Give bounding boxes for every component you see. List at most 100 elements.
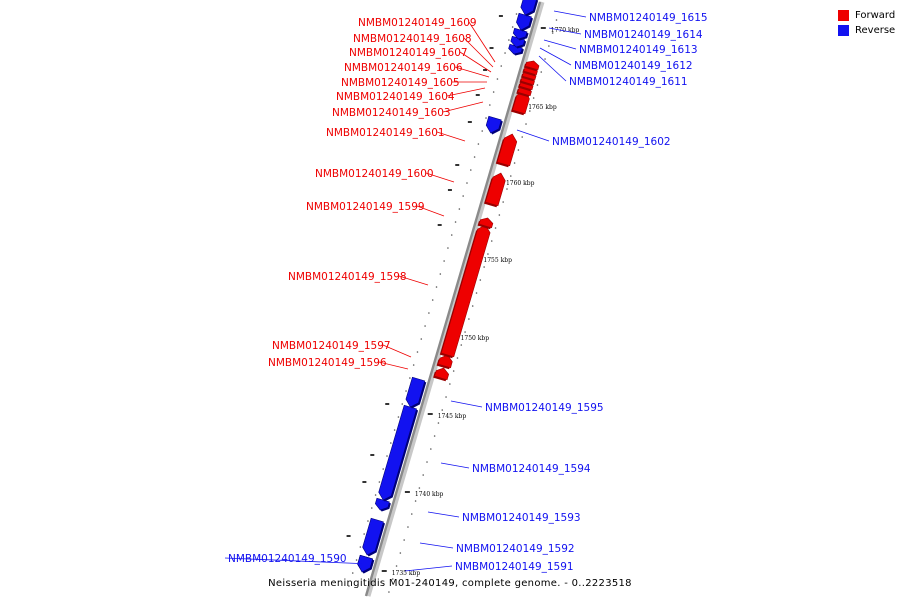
minor-tick-right (452, 370, 455, 372)
gene-leader-line (224, 557, 372, 565)
gene-label[interactable]: NMBM01240149_1604 (336, 91, 455, 103)
minor-tick-right (391, 578, 394, 580)
gene-arrow[interactable] (405, 376, 426, 408)
gene-arrow[interactable] (374, 497, 390, 511)
gene-label[interactable]: NMBM01240149_1591 (455, 561, 574, 573)
minor-tick-left (447, 247, 449, 249)
gene-label[interactable]: NMBM01240149_1603 (332, 107, 451, 119)
minor-tick-left (466, 182, 468, 184)
scale-tick-label: 1765 kbp (528, 104, 557, 111)
gene-label[interactable]: NMBM01240149_1601 (326, 127, 445, 139)
gene-label[interactable]: NMBM01240149_1602 (552, 136, 671, 148)
gene-leader-line (454, 66, 490, 78)
minor-tick-left (386, 455, 388, 457)
gene-arrow[interactable] (440, 224, 491, 358)
gene-label[interactable]: NMBM01240149_1606 (344, 62, 463, 74)
gene-leader-line (553, 10, 587, 18)
minor-tick-left (485, 117, 487, 119)
minor-tick-right (464, 331, 466, 333)
gene-arrow[interactable] (525, 60, 540, 71)
gene-leader-line (468, 21, 496, 63)
minor-tick-right (399, 552, 402, 554)
gene-label[interactable]: NMBM01240149_1593 (462, 512, 581, 524)
minor-tick-left (351, 572, 354, 574)
gene-leader-line (463, 37, 494, 68)
scale-ticks: 1735 kbp 1740 kbp 1745 kbp 1750 kbp 1755 kbp… (346, 13, 579, 593)
minor-tick-left (504, 52, 506, 54)
minor-tick-left (458, 208, 461, 210)
minor-tick-right (513, 162, 516, 164)
minor-tick-left (420, 338, 423, 340)
gene-arrow[interactable] (362, 517, 384, 556)
scale-tick-label: 1740 kbp (415, 491, 444, 498)
minor-tick-right (468, 318, 470, 320)
minor-tick-left (390, 442, 392, 444)
minor-tick-right (437, 422, 440, 424)
minor-tick-right (449, 383, 451, 385)
minor-tick-right (548, 45, 550, 47)
gene-label[interactable]: NMBM01240149_1598 (288, 271, 407, 283)
minor-tick-right (441, 409, 444, 411)
minor-tick-right (483, 266, 485, 268)
gene-label[interactable]: NMBM01240149_1592 (456, 543, 575, 555)
gene-label[interactable]: NMBM01240149_1615 (589, 12, 708, 24)
minor-tick-right (407, 526, 409, 528)
minor-tick-left (431, 299, 434, 301)
minor-tick-right (388, 591, 390, 593)
backbone-line (364, 1, 542, 597)
minor-tick-right (551, 32, 554, 34)
gene-arrow[interactable] (478, 217, 494, 229)
gene-leader-line (436, 131, 466, 142)
minor-tick-right (426, 461, 428, 463)
minor-tick-right (475, 292, 478, 294)
genome-caption: Neisseria meningitidis M01-240149, compl… (268, 578, 632, 589)
gene-label[interactable]: NMBM01240149_1614 (584, 29, 703, 41)
gene-arrow[interactable] (508, 43, 523, 55)
minor-tick-right (422, 474, 425, 476)
minor-tick-left (462, 195, 464, 197)
gene-label[interactable]: NMBM01240149_1613 (579, 44, 698, 56)
minor-tick-left (401, 403, 404, 405)
gene-arrow[interactable] (485, 172, 506, 207)
gene-label[interactable]: NMBM01240149_1600 (315, 168, 434, 180)
minor-tick-right (414, 500, 417, 502)
minor-tick-left (359, 546, 362, 548)
gene-label[interactable]: NMBM01240149_1611 (569, 76, 688, 88)
gene-arrow[interactable] (520, 0, 537, 16)
gene-label[interactable]: NMBM01240149_1612 (574, 60, 693, 72)
minor-tick-right (395, 565, 398, 567)
gene-label[interactable]: NMBM01240149_1597 (272, 340, 391, 352)
gene-arrow[interactable] (437, 354, 453, 369)
minor-tick-right (544, 58, 546, 60)
gene-arrow[interactable] (496, 133, 518, 167)
minor-tick-right (555, 19, 558, 21)
gene-arrow[interactable] (378, 404, 417, 501)
minor-tick-left (511, 26, 514, 28)
gene-label[interactable]: NMBM01240149_1608 (353, 33, 472, 45)
gene-arrow[interactable] (434, 367, 450, 381)
gene-label[interactable]: NMBM01240149_1609 (358, 17, 477, 29)
minor-tick-left (428, 312, 430, 314)
gene-leader-line (450, 400, 483, 408)
minor-tick-left (416, 351, 419, 353)
gene-label[interactable]: NMBM01240149_1607 (349, 47, 468, 59)
reverse-swatch (838, 25, 849, 36)
minor-tick-left (496, 78, 499, 80)
gene-label[interactable]: NMBM01240149_1594 (472, 463, 591, 475)
scale-tick-label: 1760 kbp (506, 180, 535, 187)
gene-arrow[interactable] (512, 27, 528, 40)
minor-tick-right (532, 97, 535, 99)
minor-tick-left (405, 390, 407, 392)
minor-tick-right (403, 539, 405, 541)
gene-arrow[interactable] (485, 115, 502, 134)
minor-tick-left (393, 429, 396, 431)
gene-label[interactable]: NMBM01240149_1595 (485, 402, 604, 414)
minor-tick-right (502, 201, 504, 203)
gene-arrow[interactable] (516, 12, 532, 31)
minor-tick-left (374, 494, 377, 496)
gene-label[interactable]: NMBM01240149_1605 (341, 77, 460, 89)
gene-label[interactable]: NMBM01240149_1599 (306, 201, 425, 213)
gene-label[interactable]: NMBM01240149_1596 (268, 357, 387, 369)
forward-swatch (838, 10, 849, 21)
